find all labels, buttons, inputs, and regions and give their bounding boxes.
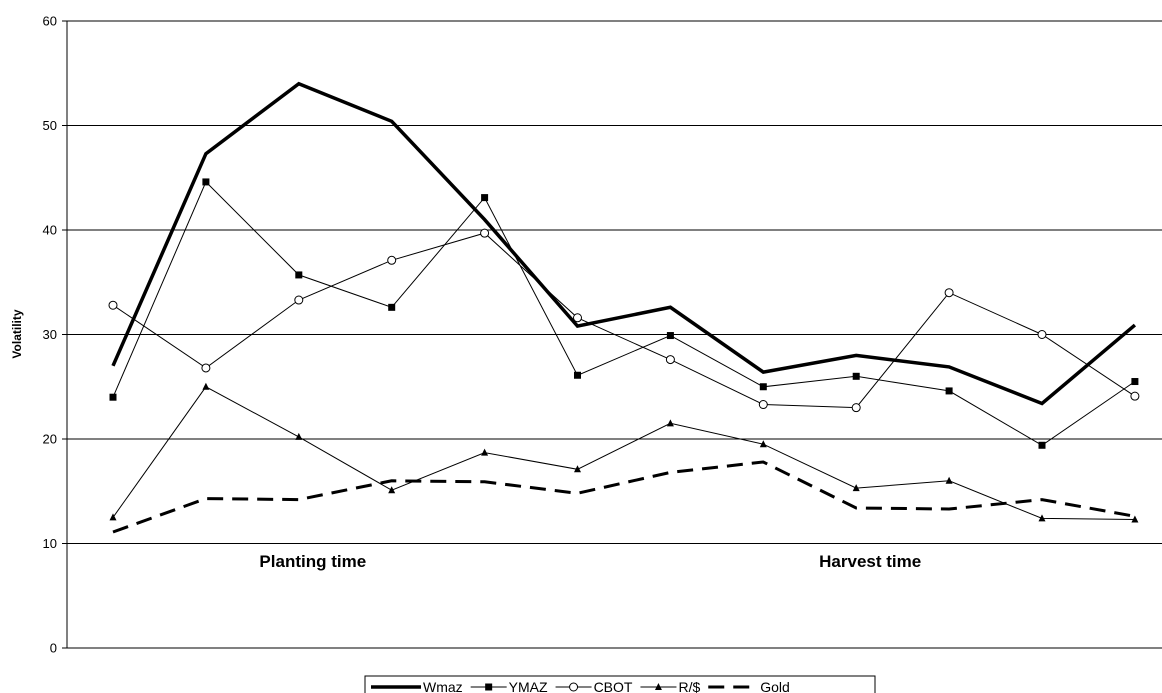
y-axis-title: Volatility [10,309,24,358]
series-line [112,386,1135,520]
annotation-label: Planting time [259,552,366,571]
legend-label: YMAZ [509,679,548,693]
legend-entry: Gold [708,679,790,693]
circle-marker [294,295,304,305]
square-marker [481,194,489,202]
circle-marker [851,403,861,413]
circle-marker [387,255,397,265]
legend-label: CBOT [594,679,633,693]
triangle-marker [666,419,674,427]
series-line [112,232,1136,409]
triangle-marker [654,683,662,690]
legend-entry: YMAZ [470,679,548,693]
square-marker [388,303,396,311]
series-gold [112,460,1136,534]
square-marker [945,387,953,395]
square-marker [109,393,117,401]
circle-marker [1130,391,1140,401]
series-line [112,181,1136,446]
legend: Wmaz YMAZ CBOT R/$ Gold [364,675,876,693]
triangle-marker [945,476,953,484]
y-tick-label: 0 [50,641,57,656]
circle-marker [758,400,768,410]
triangle-marker [109,513,117,521]
annotation-label: Harvest time [819,552,921,571]
circle-marker [108,300,118,310]
triangle-marker [759,440,767,448]
square-marker [852,372,860,380]
y-tick-label: 30 [43,327,57,342]
series-layer [108,81,1140,534]
y-tick-label: 50 [43,118,57,133]
legend-label: R/$ [678,679,700,693]
triangle-marker [388,486,396,494]
series-wmaz [111,81,1137,406]
y-tick-label: 20 [43,432,57,447]
series-cbot [108,228,1140,413]
circle-marker [944,288,954,298]
y-tick-label: 40 [43,223,57,238]
square-marker [759,383,767,391]
triangle-marker [852,484,860,492]
series-line [112,460,1136,534]
triangle-marker [202,382,210,390]
square-marker [202,178,210,186]
square-marker [574,371,581,379]
legend-entry: Wmaz [371,679,463,693]
circle-marker [480,228,490,238]
circle-marker [573,313,582,323]
axes [66,21,1162,649]
triangle-marker [481,448,489,456]
y-tick-label: 60 [43,14,57,29]
series-line [111,81,1137,406]
triangle-marker [1038,514,1046,522]
circle-marker [569,682,579,692]
circle-marker [201,363,211,373]
square-marker [295,271,303,279]
y-tick-label: 10 [43,536,57,551]
legend-box [364,675,876,693]
legend-label: Gold [760,679,790,693]
circle-marker [665,355,675,365]
triangle-marker [1131,515,1139,523]
legend-entry: CBOT [555,679,633,693]
square-marker [485,683,493,691]
y-tick-labels: 0 10 20 30 40 50 60 [43,14,57,656]
legend-entry: R/$ [640,679,700,693]
series-r- [109,382,1139,523]
square-marker [666,332,674,340]
circle-marker [1037,330,1047,339]
triangle-marker [295,432,303,440]
annotations: Planting time Harvest time [259,552,921,571]
square-marker [1038,441,1046,449]
series-ymaz [109,178,1139,449]
legend-label: Wmaz [423,679,463,693]
square-marker [1131,378,1139,386]
triangle-marker [574,465,581,473]
